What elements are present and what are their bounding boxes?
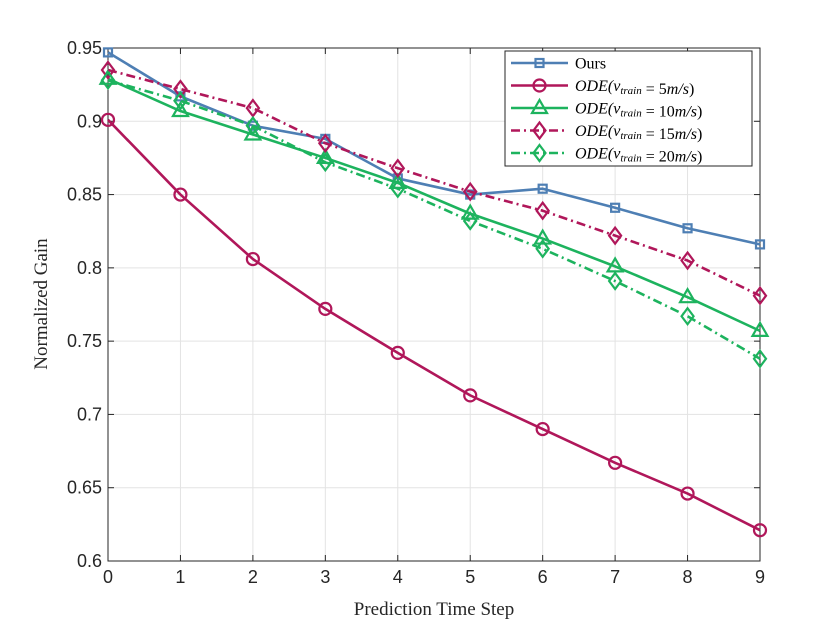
- data-point: [537, 183, 548, 194]
- legend-marker: [534, 57, 545, 69]
- series-line: [107, 51, 761, 246]
- y-tick-label: 0.9: [77, 111, 102, 131]
- legend-label: ODE(vtrain = 10m/s): [575, 101, 702, 121]
- data-point: [390, 158, 406, 179]
- legend: Ours ODE(vtrain = 5m/s) ODE(vtrain = 10m/s…: [504, 50, 753, 167]
- legend-item: Ours: [511, 56, 606, 73]
- legend-item: ODE(vtrain = 15m/s): [511, 120, 702, 143]
- x-tick-label: 3: [320, 567, 330, 587]
- data-point: [535, 238, 551, 259]
- data-point: [535, 200, 551, 221]
- data-point: [678, 286, 697, 304]
- data-point: [317, 133, 333, 154]
- data-point: [247, 120, 258, 131]
- data-point: [317, 152, 333, 173]
- series-line: [107, 68, 761, 297]
- data-point: [462, 211, 478, 231]
- legend-marker: [532, 78, 547, 93]
- y-tick-label: 0.85: [67, 185, 102, 205]
- series-line: [107, 78, 761, 360]
- data-point: [463, 388, 478, 403]
- data-point: [390, 178, 406, 199]
- data-point: [100, 112, 116, 127]
- legend-item: ODE(vtrain = 5m/s): [511, 78, 694, 98]
- x-tick-label: 4: [393, 567, 403, 587]
- data-point: [680, 306, 695, 327]
- data-point: [460, 203, 480, 220]
- data-point: [390, 345, 405, 360]
- x-tick-label: 5: [465, 567, 475, 587]
- data-point: [245, 251, 260, 267]
- data-point: [750, 320, 770, 337]
- data-point: [752, 348, 768, 369]
- y-tick-label: 0.95: [67, 38, 102, 58]
- data-point: [100, 70, 116, 91]
- data-point: [173, 90, 188, 111]
- x-tick-label: 0: [103, 567, 113, 587]
- data-point: [610, 202, 621, 213]
- legend-item: ODE(vtrain = 20m/s): [511, 143, 702, 166]
- data-point: [102, 47, 114, 58]
- data-point: [682, 223, 693, 234]
- data-point: [752, 523, 768, 538]
- legend-label: Ours: [575, 56, 606, 73]
- series-5: [100, 70, 768, 369]
- y-tick-label: 0.75: [67, 331, 102, 351]
- legend-marker: [532, 120, 547, 141]
- series-4: [100, 60, 768, 306]
- data-point: [173, 187, 188, 202]
- legend-marker: [530, 97, 549, 115]
- x-tick-label: 8: [683, 567, 693, 587]
- x-tick-label: 9: [755, 567, 765, 587]
- data-point: [680, 486, 695, 501]
- legend-marker: [532, 143, 547, 163]
- data-point: [608, 455, 623, 470]
- data-point: [533, 228, 553, 245]
- data-point: [245, 115, 261, 136]
- x-tick-label: 2: [248, 567, 258, 587]
- data-point: [535, 421, 550, 437]
- data-point: [173, 79, 188, 99]
- y-tick-label: 0.7: [77, 404, 102, 424]
- y-axis-title: Normalized Gain: [31, 238, 52, 370]
- series-group: [98, 47, 770, 538]
- x-tick-label: 6: [538, 567, 548, 587]
- series-line: [107, 118, 761, 532]
- legend-label: ODE(vtrain = 20m/s): [575, 146, 702, 166]
- data-point: [462, 181, 478, 202]
- x-tick-label: 1: [175, 567, 185, 587]
- data-point: [752, 285, 768, 306]
- data-point: [243, 124, 263, 141]
- legend-item: ODE(vtrain = 10m/s): [511, 97, 702, 121]
- data-point: [607, 225, 623, 246]
- data-point: [607, 271, 623, 291]
- y-tick-label: 0.6: [77, 551, 102, 571]
- data-point: [754, 239, 766, 250]
- series-line: [107, 77, 761, 333]
- data-point: [318, 301, 333, 316]
- data-point: [171, 100, 190, 118]
- data-point: [100, 60, 116, 80]
- series-2: [100, 112, 768, 538]
- y-tick-label: 0.8: [77, 258, 102, 278]
- y-tick-label: 0.65: [67, 478, 102, 498]
- axis-ticks: 0 1 2 3 4 5 6 7 8 9 0.6 0.65 0.7 0.75 0.8 0.85 0.9 0.95: [67, 38, 765, 587]
- x-axis-title: Prediction Time Step: [354, 599, 514, 620]
- legend-label: ODE(vtrain = 5m/s): [575, 78, 694, 98]
- legend-label: ODE(vtrain = 15m/s): [575, 123, 702, 143]
- data-point: [680, 250, 695, 271]
- x-tick-label: 7: [610, 567, 620, 587]
